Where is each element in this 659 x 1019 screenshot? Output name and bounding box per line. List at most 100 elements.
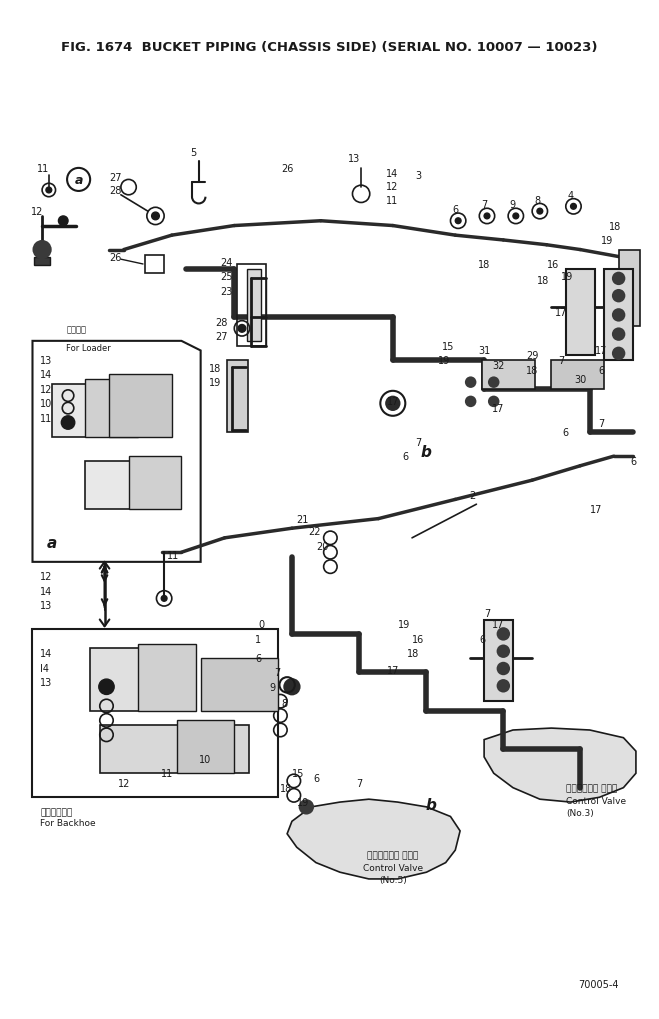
Circle shape bbox=[32, 240, 51, 260]
Bar bbox=[177, 720, 235, 773]
Text: 25: 25 bbox=[220, 272, 233, 282]
Circle shape bbox=[537, 209, 543, 215]
Text: 22: 22 bbox=[308, 527, 321, 537]
Text: 15: 15 bbox=[442, 341, 455, 352]
Text: 6: 6 bbox=[402, 451, 409, 462]
Text: 7: 7 bbox=[416, 437, 422, 447]
Text: 16: 16 bbox=[412, 634, 424, 644]
Bar bbox=[552, 361, 604, 389]
Bar bbox=[109, 375, 172, 437]
Text: 8: 8 bbox=[534, 196, 540, 206]
Text: 10: 10 bbox=[40, 398, 53, 409]
Text: 6: 6 bbox=[563, 428, 569, 438]
Text: 7: 7 bbox=[356, 779, 362, 788]
Text: 19: 19 bbox=[210, 378, 221, 388]
Text: 18: 18 bbox=[537, 276, 549, 286]
Text: a: a bbox=[47, 536, 57, 550]
Text: 17: 17 bbox=[555, 308, 567, 318]
Text: 17: 17 bbox=[492, 404, 505, 414]
Text: 7: 7 bbox=[274, 667, 281, 678]
Text: 6: 6 bbox=[479, 634, 486, 644]
Text: 18: 18 bbox=[210, 364, 221, 373]
Text: 6: 6 bbox=[630, 457, 636, 467]
Circle shape bbox=[497, 680, 510, 693]
Text: バックホー用: バックホー用 bbox=[40, 807, 72, 816]
Text: 19: 19 bbox=[397, 620, 410, 630]
Text: 13: 13 bbox=[40, 678, 53, 687]
Polygon shape bbox=[484, 729, 636, 802]
Text: b: b bbox=[421, 444, 432, 460]
Text: 8: 8 bbox=[281, 698, 287, 708]
Bar bbox=[85, 462, 172, 510]
Text: 17: 17 bbox=[595, 346, 608, 356]
Text: 11: 11 bbox=[40, 414, 53, 423]
Text: 28: 28 bbox=[109, 185, 122, 196]
Bar bbox=[484, 620, 513, 701]
Text: 16: 16 bbox=[546, 260, 559, 270]
Text: b: b bbox=[426, 798, 437, 813]
Text: 12: 12 bbox=[117, 779, 130, 788]
Bar bbox=[604, 269, 633, 361]
Circle shape bbox=[612, 272, 625, 286]
Text: 7: 7 bbox=[558, 356, 564, 366]
Text: 18: 18 bbox=[478, 260, 490, 270]
Circle shape bbox=[161, 596, 167, 601]
Text: 14: 14 bbox=[40, 370, 53, 380]
Text: 4: 4 bbox=[567, 191, 573, 201]
Circle shape bbox=[238, 325, 246, 333]
Circle shape bbox=[513, 214, 519, 220]
Text: 9: 9 bbox=[270, 682, 275, 692]
Text: 14: 14 bbox=[40, 648, 53, 658]
Text: 11: 11 bbox=[38, 164, 49, 173]
Text: 70005-4: 70005-4 bbox=[578, 979, 619, 989]
Text: 3: 3 bbox=[415, 170, 421, 180]
Text: 11: 11 bbox=[167, 550, 179, 560]
Circle shape bbox=[99, 680, 114, 695]
Circle shape bbox=[488, 396, 500, 408]
Circle shape bbox=[612, 347, 625, 361]
Text: Control Valve: Control Valve bbox=[362, 863, 423, 872]
Circle shape bbox=[488, 377, 500, 388]
Circle shape bbox=[612, 328, 625, 341]
Circle shape bbox=[299, 799, 314, 815]
Bar bbox=[246, 269, 261, 341]
Text: 21: 21 bbox=[297, 515, 309, 524]
Circle shape bbox=[61, 417, 74, 430]
Bar bbox=[138, 644, 196, 711]
Text: 24: 24 bbox=[220, 258, 232, 268]
Text: 7: 7 bbox=[481, 200, 487, 210]
Text: 32: 32 bbox=[492, 361, 505, 371]
Circle shape bbox=[455, 219, 461, 224]
Bar bbox=[100, 726, 248, 773]
Text: 0: 0 bbox=[258, 620, 264, 630]
Text: 18: 18 bbox=[280, 783, 293, 793]
Text: 26: 26 bbox=[109, 253, 122, 263]
Circle shape bbox=[465, 396, 476, 408]
Circle shape bbox=[46, 187, 51, 194]
Circle shape bbox=[283, 679, 301, 696]
Text: 18: 18 bbox=[609, 221, 621, 231]
Text: 26: 26 bbox=[281, 164, 293, 173]
Circle shape bbox=[59, 217, 68, 226]
Text: For Loader: For Loader bbox=[66, 343, 111, 353]
Text: Control Valve: Control Valve bbox=[566, 796, 626, 805]
Bar bbox=[566, 269, 594, 356]
Circle shape bbox=[385, 396, 401, 412]
Text: 13: 13 bbox=[40, 356, 53, 366]
Text: 2: 2 bbox=[469, 490, 476, 500]
Polygon shape bbox=[32, 341, 200, 562]
Text: 14: 14 bbox=[40, 586, 53, 596]
Text: 31: 31 bbox=[478, 346, 490, 356]
Text: 18: 18 bbox=[407, 648, 420, 658]
Text: 12: 12 bbox=[40, 384, 53, 394]
Text: 17: 17 bbox=[492, 620, 504, 630]
Bar bbox=[129, 457, 181, 510]
Text: 6: 6 bbox=[452, 205, 459, 215]
Text: 12: 12 bbox=[386, 182, 399, 192]
Text: 11: 11 bbox=[386, 196, 398, 206]
Text: 13: 13 bbox=[40, 600, 53, 610]
Text: 17: 17 bbox=[387, 397, 399, 407]
Bar bbox=[482, 361, 535, 389]
Bar bbox=[51, 385, 133, 437]
Text: 9: 9 bbox=[510, 200, 516, 210]
